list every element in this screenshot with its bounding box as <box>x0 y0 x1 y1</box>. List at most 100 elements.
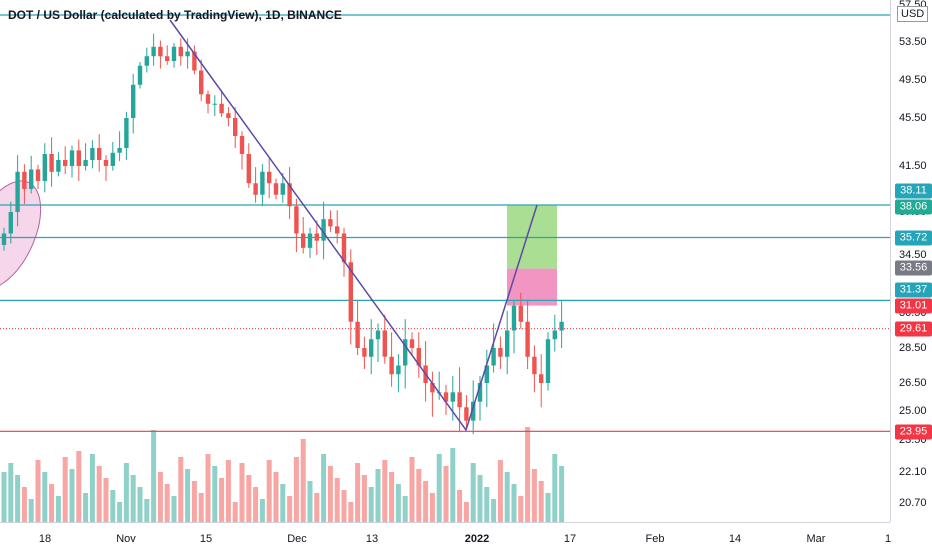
candle <box>287 183 292 207</box>
price-tag: 38.06 <box>895 199 932 215</box>
candle <box>511 305 517 331</box>
candle <box>137 65 143 85</box>
candle <box>103 160 109 166</box>
volume-bar <box>49 484 55 522</box>
volume-bar <box>1 472 7 522</box>
volume-bar <box>55 496 61 522</box>
candle <box>525 321 530 357</box>
candle <box>518 305 523 322</box>
volume-bar <box>205 454 211 522</box>
chart-plot-area[interactable]: DOT / US Dollar (calculated by TradingVi… <box>0 0 890 522</box>
volume-bar <box>348 502 354 522</box>
candle <box>280 183 285 195</box>
time-label: 2022 <box>464 533 490 545</box>
time-label: Mar <box>806 533 826 545</box>
candles-layer <box>1 33 564 435</box>
volume-bar <box>368 487 374 522</box>
price-tick: 53.50 <box>899 36 927 48</box>
candle <box>69 150 75 166</box>
volume-bar <box>239 463 245 522</box>
candle <box>505 330 510 357</box>
chart-title: DOT / US Dollar (calculated by TradingVi… <box>8 8 342 22</box>
price-tag: 31.37 <box>895 282 932 298</box>
volume-bar <box>178 457 184 522</box>
volume-bar <box>497 460 503 522</box>
candle <box>484 365 489 383</box>
candle <box>124 118 129 148</box>
candle <box>212 103 217 105</box>
volume-bar <box>389 472 395 522</box>
volume-bar <box>321 454 327 522</box>
volume-bar <box>280 484 286 522</box>
volume-bar <box>300 439 306 522</box>
volume-bar <box>443 466 449 522</box>
volume-bar <box>164 484 170 522</box>
candle <box>430 383 435 393</box>
candle <box>294 206 299 234</box>
volume-bar <box>76 451 82 522</box>
candle <box>97 148 102 160</box>
trendline-layer <box>169 19 538 432</box>
candle <box>396 365 401 375</box>
highlight-ellipse <box>0 180 42 290</box>
candle <box>348 262 353 322</box>
price-tick: 34.50 <box>899 249 927 261</box>
candle <box>253 183 258 195</box>
candle <box>90 148 95 160</box>
volume-bar <box>21 487 27 522</box>
candle <box>314 233 319 241</box>
price-tick: 25.00 <box>899 405 927 417</box>
candle <box>117 148 122 153</box>
volume-bar <box>110 490 116 522</box>
price-tick: 49.50 <box>899 74 927 86</box>
volume-bar <box>225 460 231 522</box>
candle <box>63 160 68 166</box>
volume-bar <box>436 454 442 522</box>
time-label: Feb <box>645 533 665 545</box>
candle <box>233 118 238 136</box>
volume-bar <box>409 457 415 522</box>
volume-bar <box>518 496 524 522</box>
volume-bar <box>334 478 340 522</box>
candle <box>260 171 265 195</box>
volume-bar <box>423 481 429 522</box>
candle <box>171 46 177 61</box>
candle <box>22 171 27 189</box>
candle <box>362 348 367 357</box>
volume-bar <box>538 481 544 522</box>
candle <box>532 356 537 375</box>
candle <box>192 51 197 71</box>
volume-bar <box>83 493 89 522</box>
volume-bar <box>402 496 408 522</box>
volume-bar <box>89 454 95 522</box>
time-label: 14 <box>728 533 742 545</box>
candle <box>35 169 41 181</box>
candle <box>56 160 61 172</box>
volume-bar <box>457 490 463 522</box>
candle <box>199 70 204 95</box>
price-tag: 35.72 <box>895 230 932 246</box>
candle <box>464 407 469 421</box>
price-axis[interactable]: 57.5053.5049.5045.5041.5037.5034.5030.50… <box>890 0 932 522</box>
candle <box>267 171 272 184</box>
candle <box>545 339 551 383</box>
volume-bar <box>355 463 361 522</box>
candlestick-chart[interactable] <box>0 0 890 522</box>
candle <box>239 136 245 154</box>
volume-bar <box>531 469 537 522</box>
volume-bar <box>191 481 197 522</box>
candle <box>403 339 408 366</box>
volume-bar <box>293 457 299 522</box>
volume-bar <box>185 469 191 522</box>
candle <box>185 51 190 57</box>
candle <box>491 348 496 366</box>
currency-button[interactable]: USD <box>897 6 929 22</box>
volume-bar <box>287 496 293 522</box>
price-tick: 41.50 <box>899 160 927 172</box>
volume-bar <box>470 463 476 522</box>
volume-bar <box>157 472 163 522</box>
time-axis[interactable]: 18 Nov 15 Dec 13 2022 17 Feb 14 Mar 1 <box>0 522 891 550</box>
candle <box>443 392 449 402</box>
time-label: 15 <box>199 533 213 545</box>
volume-bar <box>246 475 252 522</box>
